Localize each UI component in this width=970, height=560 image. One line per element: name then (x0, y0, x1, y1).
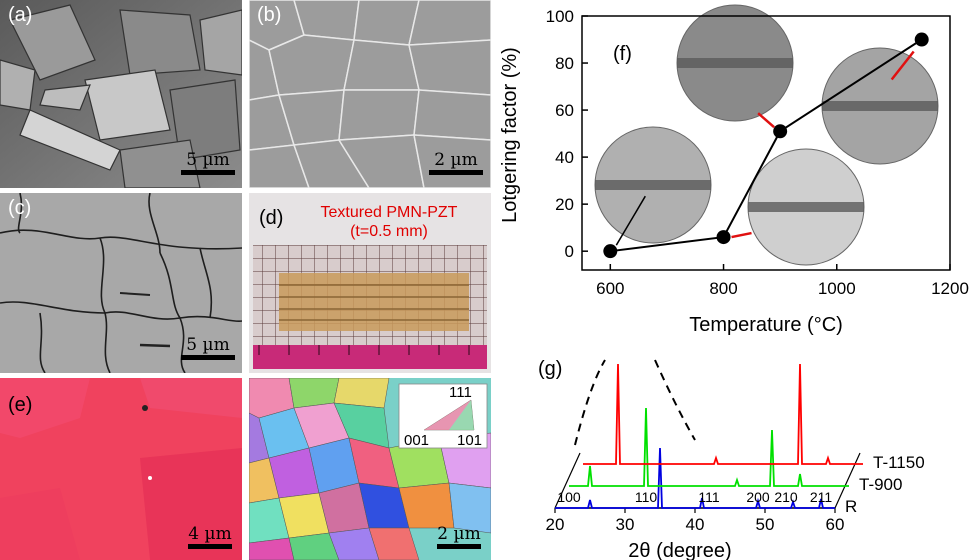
chart-f-data-point (716, 230, 731, 245)
inset-stripe-1 (677, 58, 793, 68)
ebsd-panel-right: 111 001 101 2 µm (249, 378, 491, 560)
scale-bar-a-text: 5 µm (186, 150, 230, 170)
scale-bar-e-right-line (437, 544, 481, 549)
chart-f-xtick-label: 1000 (818, 279, 856, 298)
chart-f-data-point (773, 124, 788, 139)
sem-image-b (249, 0, 491, 188)
inset-stripe-4 (822, 101, 938, 111)
chart-g-xtick-label: 50 (756, 515, 775, 534)
chart-f-black-arrow (615, 195, 646, 246)
scale-bar-b: 2 µm (425, 150, 487, 175)
sem-panel-b: (b) 2 µm (249, 0, 491, 188)
chart-g-depth-axis-left (554, 452, 581, 509)
chart-f-red-arrow (757, 112, 775, 129)
chart-f-data-point (603, 244, 618, 259)
scale-bar-c-line (181, 355, 235, 360)
chart-f-xlabel: Temperature (°C) (689, 314, 843, 336)
chart-g-series-label: R (845, 497, 857, 516)
chart-f-ytick-label: 40 (555, 148, 574, 167)
chart-g-series-t-900 (569, 407, 849, 487)
sem-image-a (0, 0, 242, 188)
panel-label-e: (e) (8, 394, 33, 416)
chart-f-ytick-label: 80 (555, 54, 574, 73)
photo-title: Textured PMN-PZT (t=0.5 mm) (289, 203, 489, 241)
chart-f-ytick-label: 60 (555, 101, 574, 120)
chart-f-layer: 600 800 1000 1200 0 20 40 60 80 100 (546, 4, 969, 298)
chart-g-series-t-1150 (583, 363, 863, 465)
photo-panel-d: (d) Textured PMN-PZT (t=0.5 mm) (249, 193, 491, 373)
scale-bar-b-text: 2 µm (434, 150, 478, 170)
chart-g-xtick-label: 40 (686, 515, 705, 534)
scale-bar-b-line (429, 170, 483, 175)
chart-g-peak-label: 100 (557, 489, 581, 505)
scale-bar-a-line (181, 170, 235, 175)
chart-f-ytick-label: 20 (555, 195, 574, 214)
scale-bar-e-right: 2 µm (431, 524, 487, 549)
scale-bar-e-left-line (188, 544, 232, 549)
inset-stripe-2 (595, 180, 711, 190)
scale-bar-e-left: 4 µm (182, 524, 238, 549)
chart-f-ylabel: Lotgering factor (%) (500, 47, 521, 223)
chart-g-peak-label: 111 (698, 489, 719, 505)
chart-g-dashed-arrow-right (654, 359, 696, 441)
scale-bar-a: 5 µm (178, 150, 238, 175)
inset-stripe-3 (748, 202, 864, 212)
chart-f-data-point (914, 32, 929, 47)
chart-g-xtick-label: 60 (826, 515, 845, 534)
scale-bar-e-right-text: 2 µm (437, 524, 481, 544)
panel-label-c: (c) (8, 197, 32, 219)
ebsd-image-right (249, 378, 491, 560)
chart-g-xlabel: 2θ (degree) (628, 540, 731, 560)
chart-f-xtick-label: 600 (596, 279, 624, 298)
chart-f-red-arrow (890, 50, 915, 81)
chart-f-series-line (610, 38, 923, 253)
chart-f-red-arrow (731, 231, 752, 239)
photo-title-line2: (t=0.5 mm) (350, 223, 428, 240)
chart-g-peak-label: 210 (774, 489, 798, 505)
chart-f-ytick-label: 100 (546, 7, 574, 26)
ebsd-image-left (0, 378, 242, 560)
scale-bar-c: 5 µm (178, 335, 238, 360)
panel-label-a: (a) (8, 4, 33, 26)
chart-g-xtick-label: 20 (546, 515, 565, 534)
chart-f-panel-label: (f) (613, 43, 632, 65)
chart-f: 600 800 1000 1200 0 20 40 60 80 100 (f) Temperatu… (500, 4, 969, 336)
chart-g-panel-label: (g) (538, 358, 562, 380)
ipf-label-001: 001 (404, 432, 430, 449)
ebsd-panel-left: (e) 4 µm (0, 378, 242, 560)
chart-g-dashed-arrow-left (574, 359, 606, 446)
sem-panel-c: (c) 5 µm (0, 193, 242, 373)
chart-g-peak-label: 200 (746, 489, 770, 505)
chart-f-frame (581, 15, 951, 271)
chart-g-depth-axis (834, 452, 861, 509)
photo-image-d (253, 245, 487, 369)
chart-f-xtick-label: 1200 (931, 279, 969, 298)
photo-title-line1: Textured PMN-PZT (320, 204, 458, 221)
chart-g-series-r (555, 447, 835, 509)
ipf-label-111: 111 (449, 384, 472, 401)
chart-g-series-label: T-900 (859, 475, 902, 494)
chart-g-xtick-label: 30 (616, 515, 635, 534)
chart-g-peak-label: 110 (635, 489, 658, 505)
panel-label-d: (d) (259, 207, 284, 229)
panel-label-b: (b) (257, 4, 282, 26)
scale-bar-c-text: 5 µm (186, 335, 230, 355)
ipf-label-101: 101 (457, 432, 483, 449)
sem-image-c (0, 193, 242, 373)
scale-bar-e-left-text: 4 µm (188, 524, 232, 544)
sem-panel-a: (a) 5 µm (0, 0, 242, 188)
chart-f-ytick-label: 0 (565, 242, 574, 261)
chart-g-peak-label: 211 (810, 489, 833, 505)
chart-g-series-label: T-1150 (873, 453, 925, 472)
chart-f-xtick-label: 800 (709, 279, 737, 298)
